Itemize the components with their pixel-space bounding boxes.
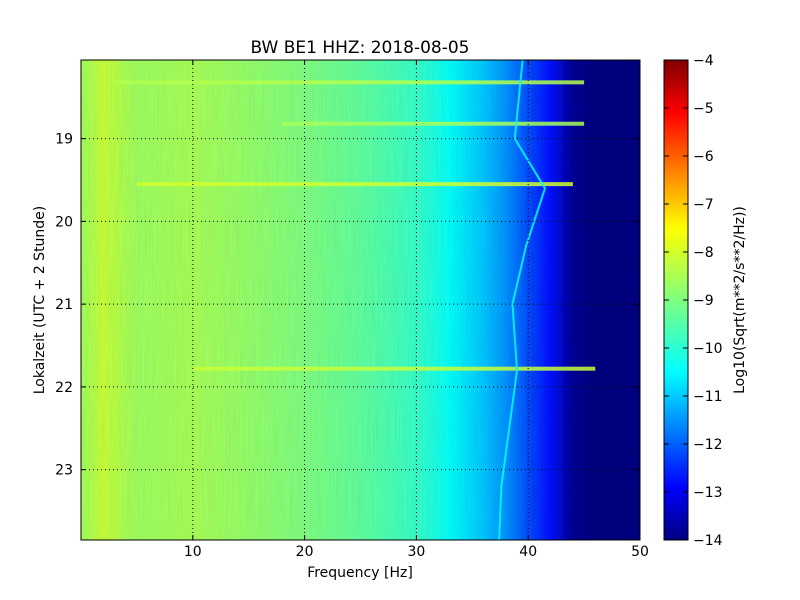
x-tick-label: 50 xyxy=(631,544,649,560)
colorbar-tick-label: −10 xyxy=(693,341,723,357)
colorbar-tick-label: −5 xyxy=(693,101,714,117)
noise-band xyxy=(136,182,573,187)
colorbar: −4 −5 −6 −7 −8 −9 −10 −11 −12 −13 −14 Log10(Sqrt(m… xyxy=(663,53,748,549)
grid xyxy=(81,60,640,540)
plot-area xyxy=(80,59,641,541)
x-tick-label: 30 xyxy=(407,544,425,560)
plot-frame xyxy=(80,59,641,541)
noise-band xyxy=(282,121,585,126)
y-axis-label: Lokalzeit (UTC + 2 Stunde) xyxy=(32,206,48,395)
x-axis-label: Frequency [Hz] xyxy=(307,565,413,581)
colorbar-ticks: −4 −5 −6 −7 −8 −9 −10 −11 −12 −13 −14 xyxy=(664,53,723,549)
colorbar-tick-label: −12 xyxy=(693,437,723,453)
x-tick-label: 20 xyxy=(296,544,314,560)
x-tick-label: 10 xyxy=(184,544,202,560)
colorbar-tick-label: −9 xyxy=(693,293,714,309)
x-tick-label: 40 xyxy=(519,544,537,560)
y-tick-label: 20 xyxy=(55,214,73,230)
tonal-line xyxy=(498,60,547,540)
colorbar-tick-label: −13 xyxy=(693,485,723,501)
colorbar-tick-label: −14 xyxy=(693,533,723,549)
y-axis: 19 20 21 22 23 xyxy=(55,132,73,479)
colorbar-label: Log10(Sqrt(m**2/s**2/Hz)) xyxy=(732,206,748,394)
colorbar-tick-label: −6 xyxy=(693,149,714,165)
y-tick-label: 23 xyxy=(55,463,73,479)
x-axis: 10 20 30 40 50 xyxy=(184,544,649,560)
colorbar-tick-label: −7 xyxy=(693,197,714,213)
y-tick-label: 21 xyxy=(55,297,73,313)
tonal-line-path xyxy=(498,60,547,540)
colorbar-tick-label: −4 xyxy=(693,53,714,69)
noise-bands xyxy=(114,80,596,371)
noise-band xyxy=(114,80,585,85)
colorbar-tick-label: −11 xyxy=(693,389,723,405)
spectrogram-texture xyxy=(81,60,640,540)
y-tick-label: 19 xyxy=(55,132,73,148)
tick-marks xyxy=(81,60,641,540)
colorbar-tick-label: −8 xyxy=(693,245,714,261)
chart-title: BW BE1 HHZ: 2018-08-05 xyxy=(250,38,469,58)
y-tick-label: 22 xyxy=(55,380,73,396)
noise-band xyxy=(192,366,596,371)
